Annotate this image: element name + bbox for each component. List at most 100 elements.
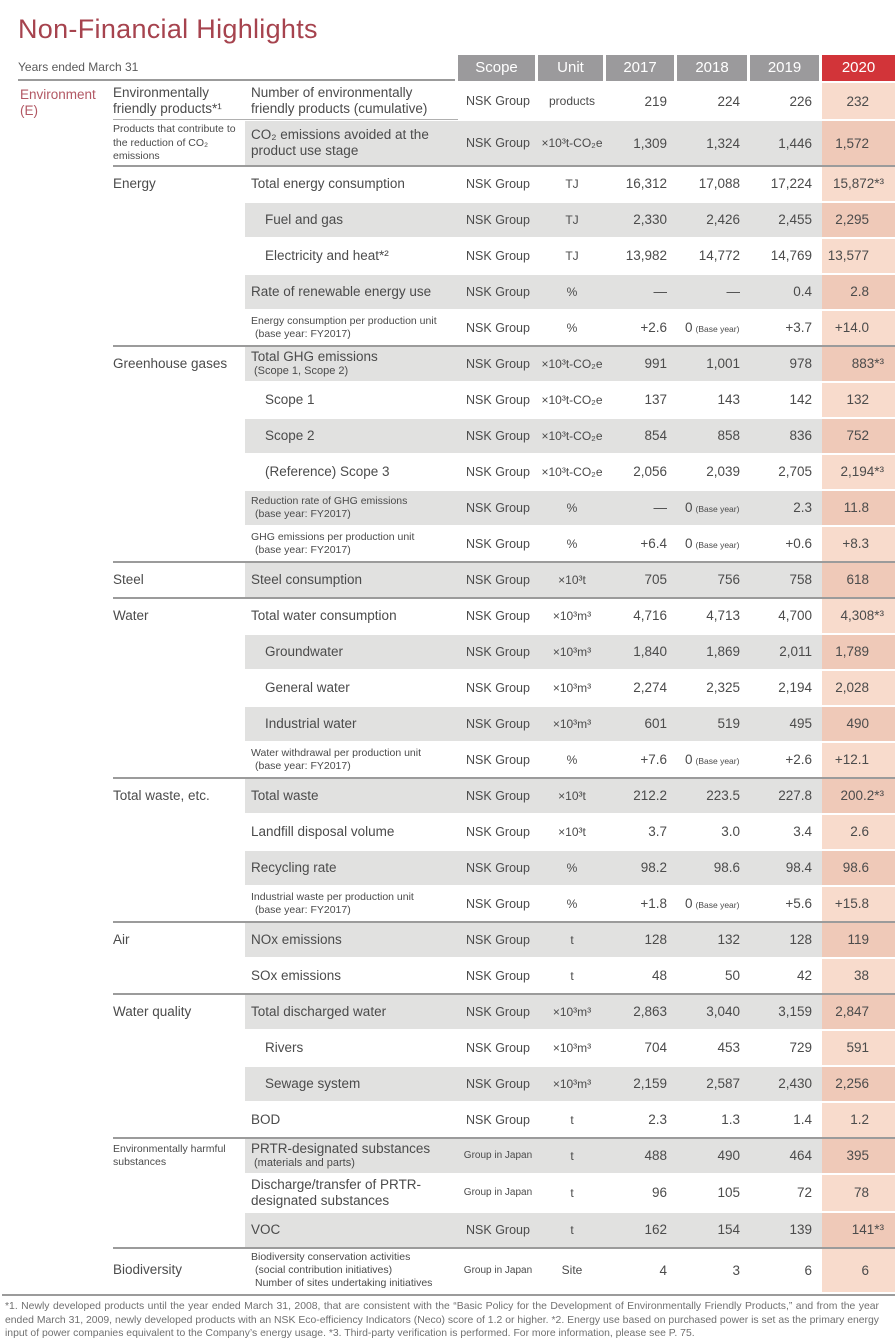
scope-cell: NSK Group (458, 239, 538, 273)
indicator-label: Industrial waste per production unit (251, 890, 414, 903)
subcategory-cell: Total waste, etc. (113, 779, 245, 813)
value-2020: 395 (846, 1148, 869, 1164)
scope-label: NSK Group (466, 680, 530, 695)
unit-cell: ×10³t-CO₂e (538, 419, 606, 453)
value-2020: 15,872*³ (832, 176, 884, 192)
value-2017-cell: 488 (606, 1139, 677, 1173)
category-cell (18, 239, 113, 243)
value-2019: +3.7 (785, 320, 812, 336)
table-row: Environment (E) Environmentally friendly… (18, 83, 895, 120)
value-2019-cell: 978 (750, 347, 822, 381)
category-cell (18, 1031, 113, 1035)
table-row: Biodiversity Biodiversity conservation a… (18, 1246, 895, 1292)
indicator-label: SOx emissions (251, 967, 342, 983)
indicator-cell: VOC (245, 1213, 458, 1247)
value-2017: 704 (644, 1040, 667, 1056)
value-2018: 1,869 (706, 644, 740, 660)
scope-cell: NSK Group (458, 311, 538, 345)
value-2018-cell: 2,587 (677, 1067, 750, 1101)
scope-label: NSK Group (466, 1112, 530, 1127)
value-2020: 200.2*³ (840, 788, 884, 804)
value-2018: 453 (717, 1040, 740, 1056)
scope-cell: NSK Group (458, 347, 538, 381)
subcategory-label: Environmentally friendly products*¹ (113, 85, 222, 117)
indicator-cell: Fuel and gas (245, 203, 458, 237)
value-2020-cell: 6 (822, 1248, 895, 1292)
unit-cell: t (538, 1213, 606, 1247)
indicator-note: (materials and parts) (254, 1156, 355, 1169)
row-values: GHG emissions per production unit (base … (245, 526, 895, 561)
value-2019-cell: 226 (750, 83, 822, 119)
table-row: Environmentally harmful substances PRTR-… (18, 1136, 895, 1173)
category-cell (18, 311, 113, 315)
value-2019-cell: 2,455 (750, 203, 822, 237)
value-2017: 854 (644, 428, 667, 444)
scope-cell: Group in Japan (458, 1139, 538, 1173)
value-2019: 17,224 (770, 176, 812, 192)
indicator-label: Total discharged water (251, 1003, 387, 1019)
scope-cell: NSK Group (458, 1103, 538, 1137)
row-values: Industrial waste per production unit (ba… (245, 886, 895, 921)
value-2017: 98.2 (640, 860, 667, 876)
row-values: Total energy consumption NSK Group TJ 16… (245, 166, 895, 201)
scope-label: NSK Group (466, 1076, 530, 1091)
table-row: (Reference) Scope 3 NSK Group ×10³t-CO₂e… (18, 454, 895, 489)
value-2018: 2,039 (706, 464, 740, 480)
value-2019-cell: 139 (750, 1213, 822, 1247)
scope-cell: NSK Group (458, 1213, 538, 1247)
unit-cell: % (538, 311, 606, 345)
value-2017-cell: — (606, 491, 677, 525)
value-2019: 3.4 (793, 824, 812, 840)
value-2018-cell: 0 (Base year) (677, 311, 750, 345)
unit-label: % (566, 860, 578, 875)
scope-label: Group in Japan (463, 1150, 533, 1162)
value-2018: 224 (717, 93, 740, 109)
unit-cell: % (538, 527, 606, 561)
row-values: Rate of renewable energy use NSK Group %… (245, 274, 895, 309)
unit-label: ×10³t-CO₂e (541, 356, 603, 371)
indicator-cell: Landfill disposal volume (245, 815, 458, 849)
value-2018-cell: 0 (Base year) (677, 491, 750, 525)
footnotes: *1. Newly developed products until the y… (5, 1300, 879, 1340)
subcategory-cell (113, 491, 245, 525)
scope-label: NSK Group (466, 248, 530, 263)
indicator-cell: Groundwater (245, 635, 458, 669)
value-2017: 137 (644, 392, 667, 408)
indicator-label: NOx emissions (251, 931, 342, 947)
subcategory-cell: Environmentally harmful substances (113, 1139, 245, 1173)
value-2018: 1,324 (706, 135, 740, 151)
value-2020: 98.6 (842, 860, 869, 876)
value-2020-cell: +15.8 (822, 886, 895, 921)
scope-cell: NSK Group (458, 923, 538, 957)
row-values: Industrial water NSK Group ×10³m³ 601 51… (245, 706, 895, 741)
indicator-cell: Scope 1 (245, 383, 458, 417)
unit-label: TJ (565, 176, 579, 191)
table-row: SOx emissions NSK Group t 48 50 42 38 (18, 958, 895, 993)
category-cell (18, 743, 113, 747)
row-content: Fuel and gas NSK Group TJ 2,330 2,426 2,… (113, 202, 895, 237)
value-2017-cell: 137 (606, 383, 677, 417)
scope-cell: NSK Group (458, 383, 538, 417)
value-2017: 96 (651, 1185, 667, 1201)
value-2017: 16,312 (625, 176, 667, 192)
value-2019-cell: 6 (750, 1249, 822, 1292)
row-content: GHG emissions per production unit (base … (113, 526, 895, 561)
unit-cell: % (538, 851, 606, 885)
row-values: Sewage system NSK Group ×10³m³ 2,159 2,5… (245, 1066, 895, 1101)
row-content: BOD NSK Group t 2.3 1.3 1.4 1.2 (113, 1102, 895, 1137)
scope-cell: NSK Group (458, 455, 538, 489)
category-cell (18, 671, 113, 675)
value-2017: 2,274 (633, 680, 667, 696)
value-2018: — (726, 284, 741, 300)
category-cell (18, 887, 113, 891)
indicator-label: Fuel and gas (265, 211, 344, 227)
scope-label: NSK Group (466, 1004, 530, 1019)
category-cell (18, 707, 113, 711)
indicator-note-2: Number of sites undertaking initiatives (255, 1276, 433, 1289)
value-2019-cell: 729 (750, 1031, 822, 1065)
value-2018-cell: 0 (Base year) (677, 527, 750, 561)
value-2017-cell: 2,159 (606, 1067, 677, 1101)
subcategory-cell (113, 275, 245, 309)
unit-cell: ×10³m³ (538, 995, 606, 1029)
category-cell (18, 383, 113, 387)
